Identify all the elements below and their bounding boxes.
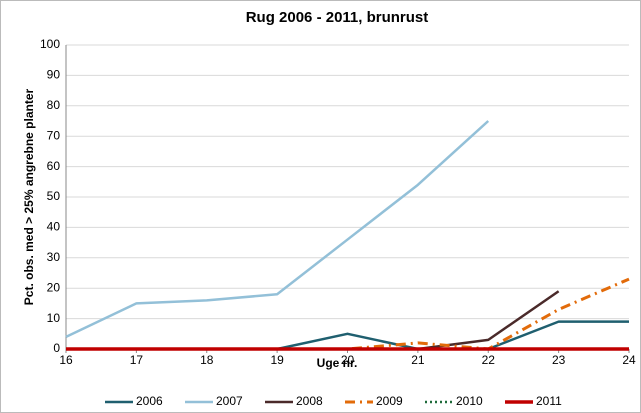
- chart-title: Rug 2006 - 2011, brunrust: [246, 9, 429, 26]
- y-tick-label: 60: [47, 159, 61, 173]
- y-tick-label: 70: [47, 128, 61, 142]
- x-tick-label: 24: [622, 353, 636, 367]
- y-tick-label: 80: [47, 98, 61, 112]
- y-tick-label: 30: [47, 250, 61, 264]
- legend-label: 2009: [376, 394, 403, 408]
- y-tick-label: 100: [40, 37, 60, 51]
- x-tick-label: 19: [270, 353, 284, 367]
- y-tick-label: 90: [47, 68, 61, 82]
- x-tick-label: 20: [341, 353, 355, 367]
- x-tick-label: 23: [552, 353, 566, 367]
- x-tick-label: 18: [200, 353, 214, 367]
- y-tick-label: 50: [47, 189, 61, 203]
- y-tick-label: 10: [47, 311, 61, 325]
- x-tick-label: 16: [59, 353, 73, 367]
- legend-label: 2007: [216, 394, 243, 408]
- y-tick-label: 20: [47, 280, 61, 294]
- legend-label: 2008: [296, 394, 323, 408]
- y-tick-label: 40: [47, 220, 61, 234]
- x-tick-label: 17: [130, 353, 144, 367]
- legend-label: 2010: [456, 394, 483, 408]
- legend-label: 2006: [136, 394, 163, 408]
- x-tick-label: 22: [482, 353, 496, 367]
- y-tick-label: 0: [53, 341, 60, 355]
- x-axis-title: Uge nr.: [317, 356, 358, 370]
- x-tick-label: 21: [411, 353, 425, 367]
- legend-label: 2011: [536, 394, 562, 408]
- y-axis-title: Pct. obs. med > 25% angrebne planter: [22, 88, 36, 305]
- series-line: [65, 120, 490, 338]
